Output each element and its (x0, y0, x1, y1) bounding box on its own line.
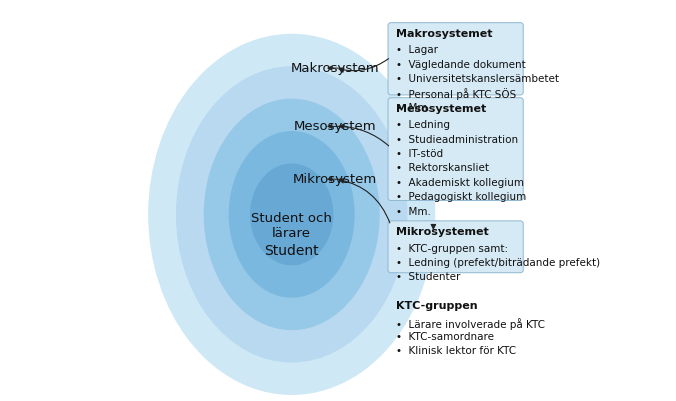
Text: KTC-gruppen: KTC-gruppen (396, 302, 478, 312)
FancyBboxPatch shape (388, 221, 523, 273)
Text: •  Lagar: • Lagar (396, 45, 438, 55)
Text: •  KTC-gruppen samt:: • KTC-gruppen samt: (396, 243, 508, 253)
Text: •  Personal på KTC SÖS: • Personal på KTC SÖS (396, 89, 516, 100)
Text: •  IT-stöd: • IT-stöd (396, 149, 443, 159)
Text: Mikrosystemet: Mikrosystemet (396, 227, 489, 237)
Text: •  Akademiskt kollegium: • Akademiskt kollegium (396, 178, 525, 188)
Ellipse shape (148, 34, 435, 395)
Text: •  Lärare involverade på KTC: • Lärare involverade på KTC (396, 318, 546, 330)
Text: •  Studenter: • Studenter (396, 272, 461, 282)
Ellipse shape (250, 164, 333, 265)
Text: •  Mm.: • Mm. (396, 207, 431, 217)
Text: Mesosystem: Mesosystem (294, 120, 377, 133)
Ellipse shape (176, 66, 408, 363)
Text: •  Vägledande dokument: • Vägledande dokument (396, 60, 526, 70)
Text: •  Mm.: • Mm. (396, 103, 431, 113)
Text: •  Klinisk lektor för KTC: • Klinisk lektor för KTC (396, 346, 516, 356)
Text: Student: Student (264, 245, 319, 258)
Text: Makrosystemet: Makrosystemet (396, 29, 493, 39)
Text: •  KTC-samordnare: • KTC-samordnare (396, 332, 494, 342)
Text: •  Ledning: • Ledning (396, 120, 450, 130)
Ellipse shape (203, 99, 380, 330)
Text: Student och
lärare: Student och lärare (251, 211, 332, 239)
Text: Mesosystemet: Mesosystemet (396, 104, 487, 114)
Ellipse shape (228, 131, 355, 298)
Text: •  Universitetskanslersämbetet: • Universitetskanslersämbetet (396, 74, 559, 84)
Text: •  Pedagogiskt kollegium: • Pedagogiskt kollegium (396, 192, 527, 202)
FancyBboxPatch shape (388, 23, 523, 95)
FancyBboxPatch shape (388, 98, 523, 200)
Text: Makrosystem: Makrosystem (291, 62, 379, 75)
Text: •  Studieadministration: • Studieadministration (396, 135, 518, 145)
Text: •  Ledning (prefekt/biträdande prefekt): • Ledning (prefekt/biträdande prefekt) (396, 258, 600, 268)
Text: •  Rektorskansliet: • Rektorskansliet (396, 164, 489, 174)
Text: Mikrosystem: Mikrosystem (293, 173, 377, 186)
